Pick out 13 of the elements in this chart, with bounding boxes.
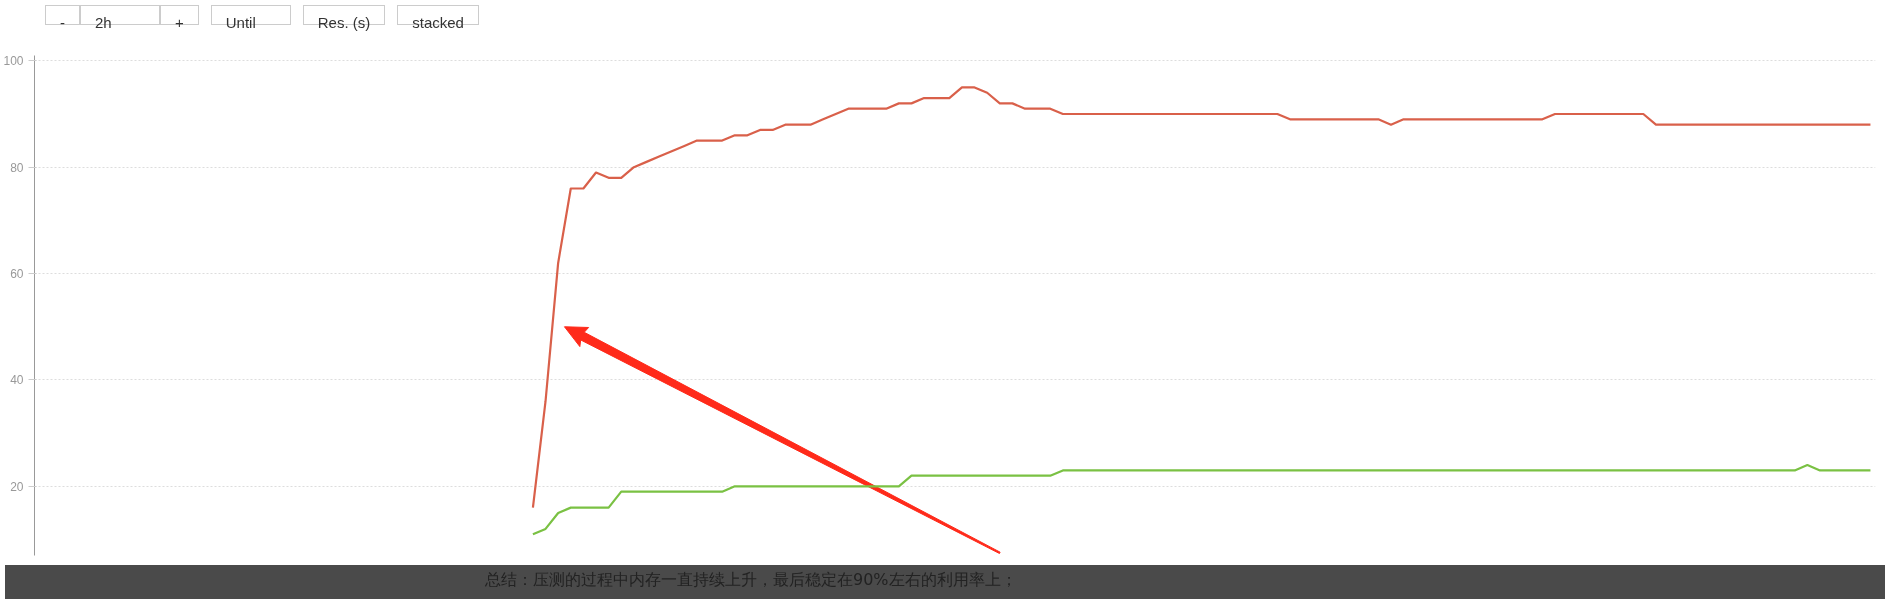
y-tick-label: 60 [10,267,24,282]
text: Until [224,13,257,31]
y-tick-label: 40 [10,373,24,388]
line-series [531,86,1872,509]
text: Res. (s) [316,13,372,31]
text: 2h [94,13,113,31]
text: stacked [411,13,465,31]
text: + [174,13,185,31]
text: - [59,13,66,31]
y-tick-label: 20 [10,479,24,494]
y-tick-label: 100 [3,54,24,69]
line-series [531,463,1872,536]
y-tick-label: 80 [10,160,24,175]
